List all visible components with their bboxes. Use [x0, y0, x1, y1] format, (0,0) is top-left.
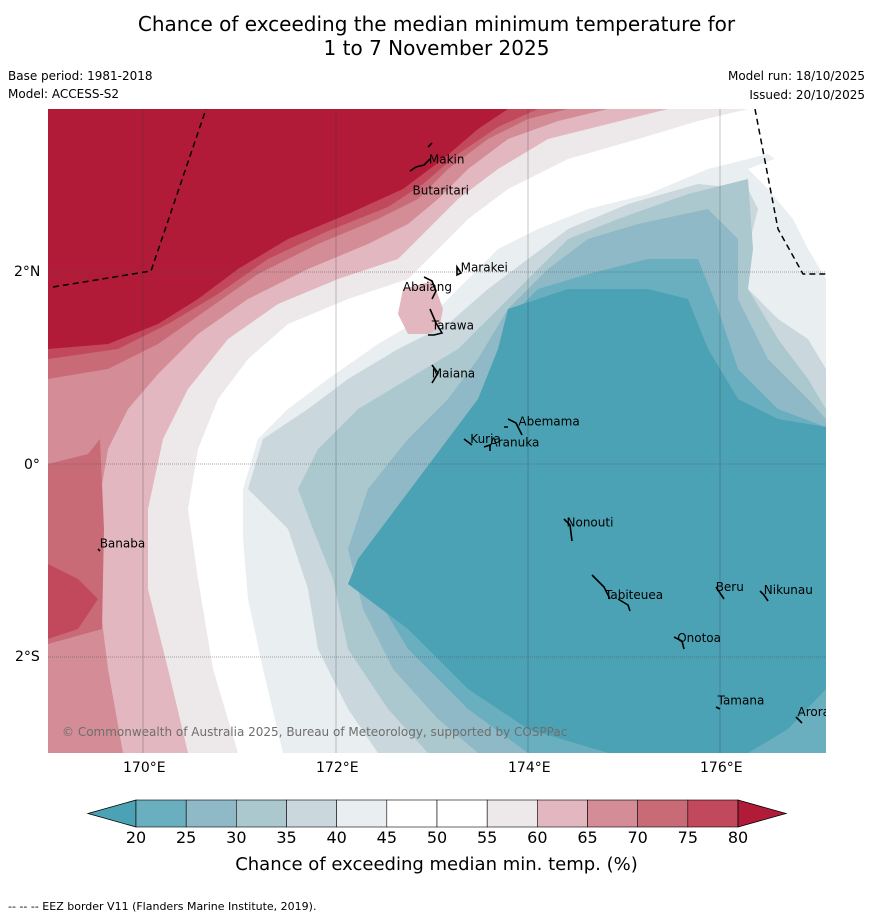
atoll-marakei: [456, 264, 463, 277]
colorbar-cell-70-75: [637, 799, 689, 828]
colorbar-cell-45-50: [386, 799, 438, 828]
lat-label-0: 0°: [24, 457, 40, 473]
issued-date: Issued: 20/10/2025: [749, 88, 865, 102]
colorbar-cells: [86, 799, 788, 828]
colorbar-cell-30-35: [236, 799, 287, 828]
colorbar-tick-50: 50: [426, 828, 448, 847]
colorbar-cell-25-30: [185, 799, 237, 828]
colorbar-tick-25: 25: [175, 828, 197, 847]
colorbar-tick-65: 65: [577, 828, 598, 847]
colorbar-cell-35-40: [286, 799, 338, 828]
colorbar-arrow-low: [86, 799, 137, 828]
contour-60-blob: [398, 281, 443, 334]
colorbar-tick-55: 55: [476, 828, 498, 847]
eez-border-east: [754, 109, 826, 275]
colorbar-tick-75: 75: [677, 828, 698, 847]
colorbar-cell-55-60: [486, 799, 538, 828]
chart-title: Chance of exceeding the median minimum t…: [0, 12, 873, 60]
colorbar-title: Chance of exceeding median min. temp. (%…: [235, 854, 638, 875]
atoll-banaba: [97, 548, 101, 552]
island-label-arorae: Arorae: [798, 705, 827, 719]
graticule: [48, 271, 826, 658]
lon-label-170e: 170°E: [123, 760, 166, 776]
contour-52: [748, 139, 826, 279]
island-label-kuria: Kuria: [470, 432, 501, 446]
atoll-outlines: [97, 142, 803, 724]
island-label-tarawa: Tarawa: [431, 318, 474, 332]
island-label-makin: Makin: [429, 153, 465, 167]
atoll-kuria: [463, 438, 473, 446]
island-label-banaba: Banaba: [100, 537, 146, 551]
colorbar-tick-40: 40: [326, 828, 347, 847]
contour-20: [348, 289, 826, 753]
atoll-tarawa: [428, 308, 444, 336]
island-label-onotoa: Onotoa: [677, 631, 721, 645]
copyright-notice: © Commonwealth of Australia 2025, Bureau…: [62, 725, 567, 739]
colorbar-tick-30: 30: [226, 828, 247, 847]
atoll-aranuka: [483, 443, 491, 451]
colorbar-tick-35: 35: [276, 828, 297, 847]
lon-label-174e: 174°E: [508, 760, 551, 776]
contour-75-low: [48, 564, 98, 639]
colorbar-arrow-high: [737, 799, 788, 828]
atoll-butaritari: [409, 158, 431, 172]
atoll-onotoa: [673, 636, 685, 650]
island-label-tamana: Tamana: [717, 694, 765, 708]
lat-label-2n: 2°N: [14, 264, 41, 280]
island-label-aranuka: Aranuka: [490, 436, 540, 450]
eez-border-west: [52, 109, 207, 288]
title-line-1: Chance of exceeding the median minimum t…: [137, 12, 736, 36]
island-label-abemama: Abemama: [518, 415, 579, 429]
island-label-abaiang: Abaiang: [403, 280, 452, 294]
atoll-arorae: [795, 716, 803, 724]
eez-borders: [52, 109, 826, 288]
atoll-makin: [427, 142, 433, 148]
island-label-maiana: Maiana: [432, 366, 475, 380]
island-label-beru: Beru: [716, 580, 744, 594]
colorbar-tick-60: 60: [527, 828, 548, 847]
colorbar-cell-50-55: [436, 799, 488, 828]
colorbar-tick-45: 45: [376, 828, 397, 847]
lon-label-172e: 172°E: [316, 760, 359, 776]
model-run: Model run: 18/10/2025: [727, 69, 865, 83]
atoll-maiana: [431, 364, 439, 384]
contour-fields: [48, 109, 826, 753]
colorbar-cell-40-45: [336, 799, 388, 828]
island-label-marakei: Marakei: [461, 261, 508, 275]
contour-80: [48, 109, 508, 349]
island-labels: Makin Butaritari Marakei Abaiang Tarawa Maian…: [100, 153, 826, 720]
atoll-nikunau: [759, 590, 769, 602]
atoll-tamana: [715, 706, 721, 710]
atoll-tabiteuea: [591, 574, 631, 612]
probability-map: Makin Butaritari Marakei Abaiang Tarawa Maian…: [48, 109, 826, 753]
colorbar-tick-70: 70: [627, 828, 648, 847]
eez-legend-note: -- -- -- EEZ border V11 (Flanders Marine…: [8, 900, 317, 913]
island-label-butaritari: Butaritari: [413, 184, 470, 198]
lon-label-176e: 176°E: [700, 760, 743, 776]
colorbar-tick-20: 20: [125, 828, 147, 847]
atoll-abemama: [504, 418, 523, 436]
colorbar-tick-80: 80: [727, 828, 749, 847]
island-label-nikunau: Nikunau: [764, 583, 813, 597]
colorbar-cell-60-65: [536, 799, 588, 828]
island-label-tabiteuea: Tabiteuea: [604, 588, 663, 602]
model-name: Model: ACCESS-S2: [8, 87, 120, 101]
colorbar-cell-20-25: [135, 799, 187, 828]
lat-label-2s: 2°S: [15, 649, 40, 665]
title-line-2: 1 to 7 November 2025: [323, 36, 550, 60]
atoll-abaiang: [423, 276, 437, 300]
meridians: [142, 109, 721, 753]
colorbar-cell-75-80: [687, 799, 739, 828]
island-label-nonouti: Nonouti: [567, 516, 614, 530]
atoll-nonouti: [563, 518, 573, 542]
atoll-beru: [715, 586, 725, 600]
base-period: Base period: 1981-2018: [8, 69, 153, 83]
colorbar-cell-65-70: [587, 799, 639, 828]
